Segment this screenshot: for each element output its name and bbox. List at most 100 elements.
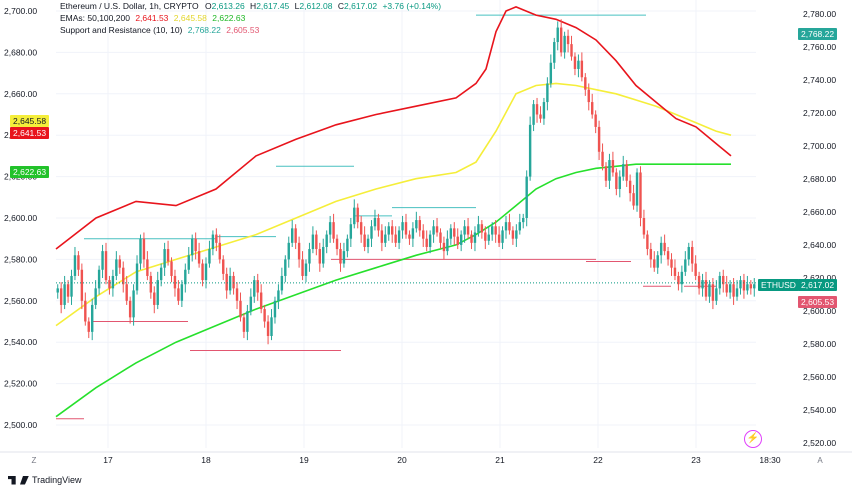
zoom-z-label: Z bbox=[32, 456, 37, 465]
candle-body bbox=[611, 160, 615, 173]
candle-body bbox=[70, 275, 73, 297]
support-value: 2,605.53 bbox=[226, 25, 260, 35]
candle-body bbox=[397, 230, 401, 243]
ohlc-o-label: O bbox=[204, 1, 212, 11]
right-axis-tick-label: 2,580.00 bbox=[803, 339, 836, 349]
candle-body bbox=[708, 284, 711, 297]
candle-body bbox=[146, 259, 149, 276]
badge-right-price: 2,617.02 bbox=[798, 279, 838, 291]
badge-left-ema200: 2,622.63 bbox=[10, 166, 50, 178]
right-axis-tick-label: 2,720.00 bbox=[803, 108, 836, 118]
candle-body bbox=[63, 284, 66, 305]
right-axis-tick-label: 2,600.00 bbox=[803, 306, 836, 316]
left-axis-tick-label: 2,560.00 bbox=[4, 296, 37, 306]
candle-body bbox=[522, 218, 525, 223]
candle-body bbox=[659, 242, 663, 256]
candle-body bbox=[366, 238, 370, 247]
candle-body bbox=[408, 234, 411, 239]
candle-body bbox=[549, 62, 553, 84]
right-axis-tick-label: 2,780.00 bbox=[803, 9, 836, 19]
sr-label: Support and Resistance (10, 10) bbox=[60, 25, 183, 35]
candle-body bbox=[456, 236, 459, 245]
ema100-value: 2,645.58 bbox=[173, 13, 207, 23]
candle-body bbox=[222, 259, 225, 274]
candle-body bbox=[287, 242, 290, 260]
candle-body bbox=[108, 280, 111, 289]
candle-body bbox=[128, 300, 132, 318]
candle-body bbox=[325, 234, 328, 247]
candle-body bbox=[466, 226, 470, 235]
tradingview-brand: TradingView bbox=[32, 475, 82, 485]
legend-symbol-row: Ethereum / U.S. Dollar, 1h, CRYPTO O2,61… bbox=[60, 0, 441, 12]
candle-body bbox=[218, 242, 221, 260]
candle-body bbox=[308, 249, 311, 264]
candle-body bbox=[687, 246, 690, 260]
candle-body bbox=[263, 309, 266, 322]
candle-body bbox=[384, 234, 387, 243]
candle-body bbox=[377, 218, 380, 231]
candle-body bbox=[56, 288, 59, 293]
candle-body bbox=[580, 60, 584, 78]
candle-body bbox=[118, 259, 121, 268]
candle-body bbox=[704, 280, 708, 297]
ohlc-c-label: C bbox=[337, 1, 344, 11]
candle-body bbox=[246, 311, 249, 332]
candle-body bbox=[739, 280, 742, 289]
candle-body bbox=[322, 246, 325, 264]
candle-body bbox=[201, 263, 204, 281]
badge-right-support: 2,605.53 bbox=[798, 296, 838, 308]
candle-body bbox=[159, 267, 163, 281]
candle-body bbox=[401, 222, 404, 231]
candle-body bbox=[84, 300, 87, 322]
candle-body bbox=[101, 251, 104, 270]
candle-body bbox=[335, 238, 339, 250]
candle-body bbox=[715, 288, 718, 301]
ohlc-close: 2,617.02 bbox=[344, 1, 378, 11]
candle-body bbox=[746, 284, 749, 291]
right-axis-tick-label: 2,520.00 bbox=[803, 438, 836, 448]
candle-body bbox=[473, 232, 477, 243]
candle-body bbox=[301, 259, 304, 276]
candle-body bbox=[277, 290, 280, 301]
candle-body bbox=[80, 269, 84, 301]
tradingview-mark-icon bbox=[8, 475, 16, 485]
ohlc-h-label: H bbox=[250, 1, 257, 11]
x-axis-tick-label: 19 bbox=[299, 455, 309, 465]
candle-body bbox=[477, 224, 480, 233]
candle-body bbox=[546, 83, 549, 103]
candle-body bbox=[504, 222, 508, 231]
candle-body bbox=[387, 226, 390, 235]
candle-body bbox=[515, 230, 518, 239]
candle-body bbox=[728, 284, 732, 293]
candle-body bbox=[404, 222, 408, 235]
left-axis-tick-label: 2,520.00 bbox=[4, 379, 37, 389]
candle-body bbox=[463, 226, 466, 235]
candle-body bbox=[297, 242, 301, 260]
candle-body bbox=[732, 284, 735, 297]
candle-body bbox=[480, 224, 484, 233]
candle-body bbox=[391, 226, 394, 235]
candle-body bbox=[194, 238, 197, 252]
tradingview-logo[interactable]: TradingView bbox=[8, 475, 82, 485]
candle-body bbox=[649, 249, 653, 260]
legend-sr-row: Support and Resistance (10, 10) 2,768.22… bbox=[60, 24, 441, 36]
auto-scale-a-label: A bbox=[817, 456, 823, 465]
candle-body bbox=[691, 246, 694, 264]
events-lightning-icon[interactable]: ⚡ bbox=[744, 430, 762, 448]
candle-body bbox=[615, 172, 618, 190]
candle-body bbox=[553, 42, 556, 63]
candle-body bbox=[711, 284, 715, 301]
candle-body bbox=[470, 234, 473, 243]
candle-body bbox=[497, 234, 501, 243]
candle-body bbox=[435, 226, 439, 233]
right-axis-tick-label: 2,700.00 bbox=[803, 141, 836, 151]
candle-body bbox=[342, 251, 346, 264]
candle-body bbox=[453, 228, 456, 237]
candle-body bbox=[232, 275, 235, 289]
candle-body bbox=[225, 273, 228, 291]
ohlc-low: 2,612.08 bbox=[299, 1, 333, 11]
candle-body bbox=[525, 176, 528, 218]
candle-body bbox=[539, 114, 542, 119]
candle-body bbox=[142, 238, 146, 260]
